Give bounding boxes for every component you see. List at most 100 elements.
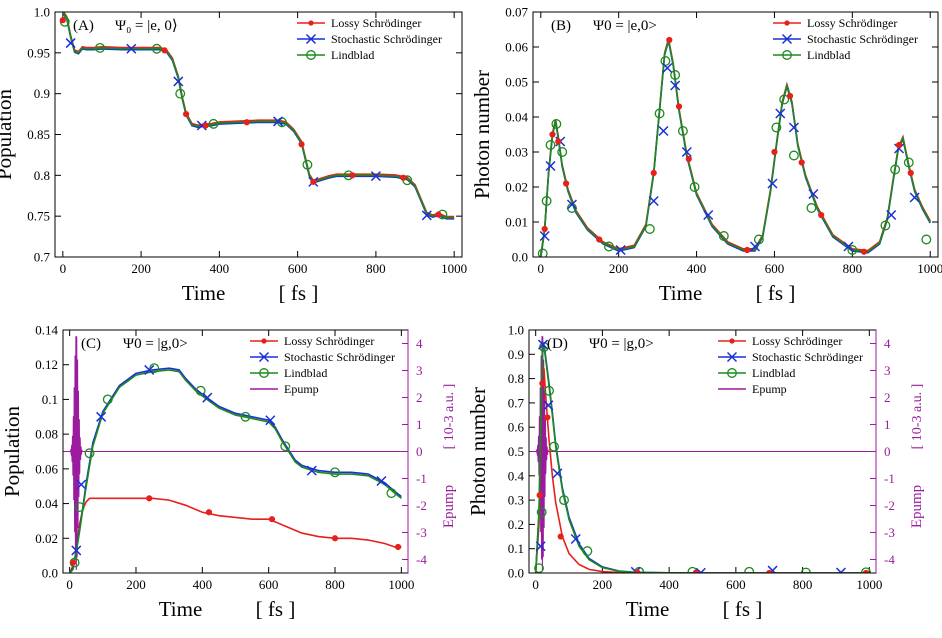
stochastic-marker-4: [273, 116, 284, 127]
lindblad-marker-6: [240, 411, 251, 422]
stochastic-marker-1: [126, 43, 137, 54]
y-tick-label: 0.7: [508, 395, 525, 410]
pump-field-line: [69, 336, 408, 570]
y2-axis-title: Epump: [441, 485, 457, 528]
stochastic-marker-14: [788, 122, 799, 133]
y2-tick-label: 3: [416, 363, 423, 378]
legend-label-lossy: Lossy Schrödinger: [752, 334, 842, 348]
lossy-marker-7: [862, 569, 870, 573]
panel-label: (B): [551, 18, 571, 34]
x-tick-label: 400: [659, 577, 679, 592]
y2-axis-title: Epump: [909, 485, 925, 528]
x-tick-label: 1000: [388, 577, 414, 592]
stochastic-marker-0: [539, 230, 550, 242]
stochastic-marker-7: [376, 475, 387, 487]
legend-entry-stochastic: Stochastic Schrödinger: [250, 350, 395, 364]
y-tick-label: 0.0: [512, 250, 528, 265]
stochastic-marker-0: [65, 38, 76, 49]
y-tick-label: 0.6: [508, 420, 525, 435]
y2-tick-label: 2: [416, 390, 423, 405]
lossy-marker-0: [69, 559, 77, 566]
legend-marker-stochastic: [258, 351, 270, 363]
legend-entry-stochastic: Stochastic Schrödinger: [297, 32, 442, 46]
y-tick-label: 0.3: [508, 493, 524, 508]
y2-tick-label: 1: [416, 417, 423, 432]
lindblad-marker-2: [84, 448, 95, 459]
stochastic-marker-13: [775, 108, 786, 119]
x-tick-label: 1000: [441, 261, 467, 276]
lindblad-marker-4: [549, 441, 559, 452]
y2-axis-unit: [ 10-3 a.u. ]: [442, 384, 457, 450]
lossy-marker-2: [183, 110, 190, 118]
y2-axis-unit: [ 10-3 a.u. ]: [910, 384, 925, 450]
legend-entry-lindblad: Lindblad: [250, 366, 327, 380]
x-tick-label: 200: [609, 261, 629, 276]
stochastic-marker-3: [566, 199, 577, 210]
y-tick-label: 0.5: [508, 444, 524, 459]
x-axis-title: Time: [159, 597, 203, 621]
pump-field-line: [535, 336, 876, 570]
y-tick-label: 0.2: [508, 517, 524, 532]
lossy-marker-2: [555, 138, 562, 145]
lindblad-marker-1: [536, 507, 547, 518]
y-tick-label: 0.04: [35, 496, 58, 511]
y-tick-label: 0.8: [34, 168, 50, 183]
lossy-marker-0: [541, 225, 548, 233]
lossy-marker-5: [298, 141, 305, 148]
x-axis-unit: [ fs ]: [279, 281, 319, 305]
legend-label-lindblad: Lindblad: [752, 366, 795, 380]
plot-area: [63, 336, 408, 573]
legend-label-lindblad: Lindblad: [284, 366, 327, 380]
stochastic-marker-1: [545, 160, 556, 172]
lossy-marker-16: [907, 169, 914, 177]
legend-label-stochastic: Stochastic Schrödinger: [752, 350, 863, 364]
lindblad-marker-3: [175, 88, 186, 99]
lindblad-marker-21: [890, 164, 901, 175]
panel-b: 0 200 400 600 800 1000 0.0 0.01 0.02 0.03 0.04 0.05…: [470, 5, 942, 306]
lossy-marker-6: [766, 569, 773, 573]
x-axis-title: Time: [626, 597, 670, 621]
y2-tick-label: -1: [884, 471, 895, 486]
y-tick-label: 0.8: [508, 371, 524, 386]
legend-entry-lossy: Lossy Schrödinger: [773, 16, 897, 30]
lossy-marker-7: [349, 172, 356, 179]
legend-entry-stochastic: Stochastic Schrödinger: [773, 32, 918, 46]
y-tick-label: 0.02: [35, 531, 58, 546]
y2-tick-label: 1: [884, 417, 891, 432]
lossy-marker-8: [400, 174, 407, 181]
lindblad-marker-6: [582, 546, 593, 557]
y-tick-label: 0.0: [508, 566, 524, 581]
lindblad-marker-11: [677, 126, 688, 136]
y2-tick-label: 4: [416, 336, 423, 351]
stochastic-marker-7: [421, 210, 432, 221]
stochastic-marker-3: [196, 120, 207, 131]
y-tick-label: 0.95: [27, 45, 50, 60]
legend-marker-lossy: [308, 20, 314, 26]
stochastic-marker-16: [843, 241, 854, 252]
legend-marker-lossy: [729, 338, 735, 344]
lindblad-marker-14: [753, 234, 764, 245]
lindblad-marker-6: [603, 241, 614, 252]
legend-marker-lindblad: [259, 368, 269, 378]
legend-marker-stochastic: [305, 33, 317, 45]
lindblad-marker-4: [557, 147, 568, 157]
lossy-marker-4: [596, 236, 603, 243]
stochastic-marker-7: [767, 565, 778, 573]
legend-label-lossy: Lossy Schrödinger: [331, 16, 421, 30]
y-tick-label: 0.75: [27, 209, 50, 224]
x-axis-unit: [ fs ]: [756, 281, 796, 305]
x-tick-label: 400: [687, 261, 707, 276]
lindblad-marker-13: [718, 231, 729, 241]
lossy-marker-4: [243, 119, 250, 126]
legend-label-lossy: Lossy Schrödinger: [807, 16, 897, 30]
lindblad-marker-22: [903, 157, 914, 168]
lindblad-marker-5: [195, 385, 206, 396]
legend-label-stochastic: Stochastic Schrödinger: [331, 32, 442, 46]
y-tick-label: 0.1: [508, 541, 524, 556]
lindblad-line: [534, 346, 870, 573]
lossy-marker-9: [435, 211, 442, 218]
lindblad-marker-3: [544, 385, 554, 396]
x-axis-unit: [ fs ]: [723, 597, 763, 621]
stochastic-marker-1: [76, 479, 87, 490]
